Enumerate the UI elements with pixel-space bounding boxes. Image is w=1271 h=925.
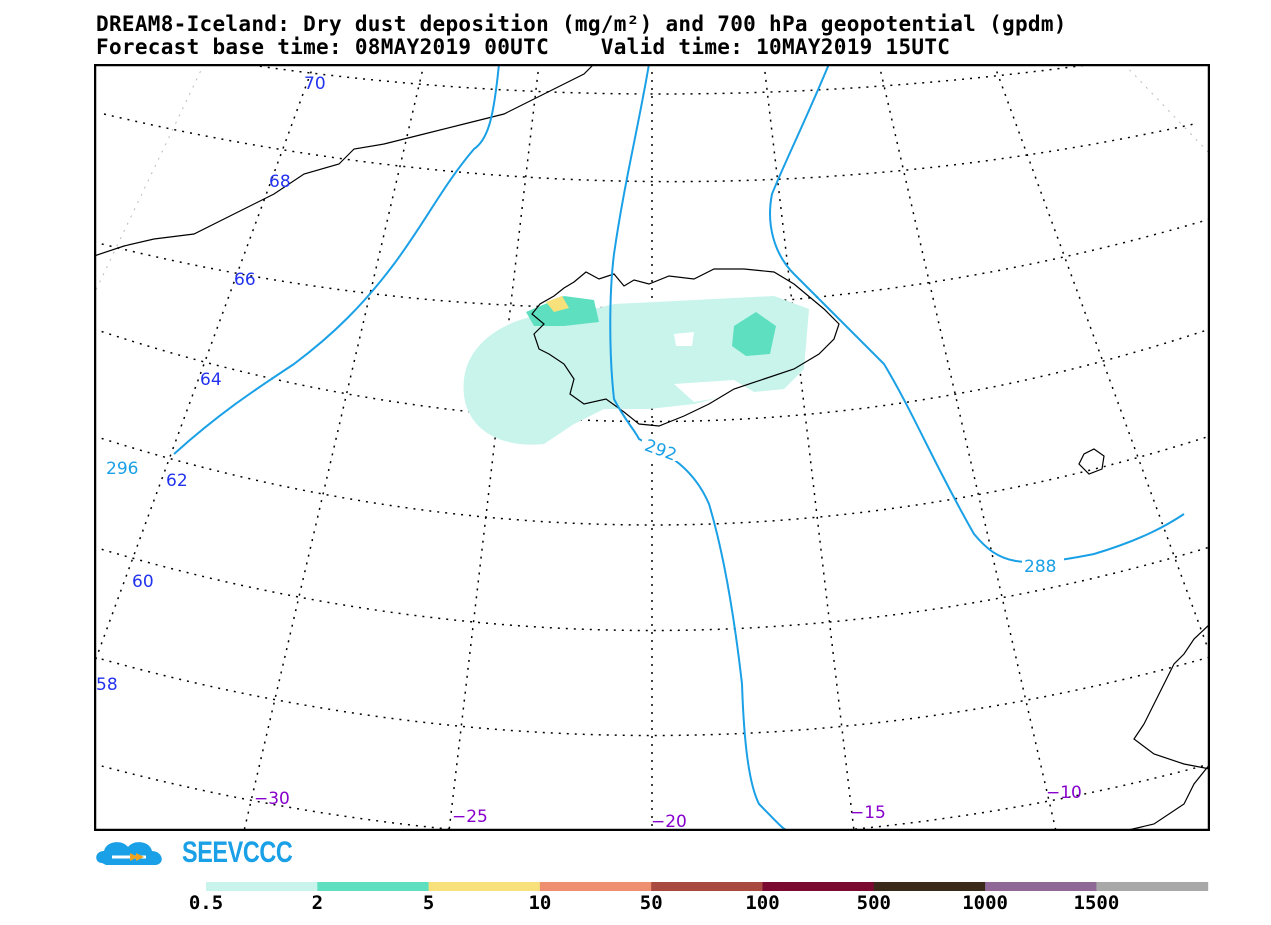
map-title: DREAM8-Iceland: Dry dust deposition (mg/…: [96, 12, 1067, 36]
coastlines: [94, 64, 1210, 831]
contour-labels: 292 288 296: [102, 436, 1064, 577]
contour-label-288: 288: [1024, 557, 1056, 577]
color-legend: 0.5 2 5 10 50 100 500 1000 1500: [189, 882, 1209, 914]
lon-label-10: −10: [1046, 783, 1082, 803]
lat-label-64: 64: [200, 370, 222, 390]
latitude-gridlines: [94, 64, 1210, 831]
legend-swatch-3: [539, 882, 652, 891]
legend-label-4: 50: [640, 892, 663, 914]
lat-label-70: 70: [304, 74, 326, 94]
seevccc-logo: [96, 842, 162, 865]
legend-label-7: 1000: [962, 892, 1008, 914]
contour-label-296: 296: [106, 459, 138, 479]
lon-label-15: −15: [850, 803, 886, 823]
longitude-labels: −30 −25 −20 −15 −10: [254, 783, 1082, 831]
latitude-labels: 70 68 66 64 62 60 58: [96, 74, 326, 695]
lat-label-60: 60: [132, 572, 154, 592]
legend-label-0: 0.5: [189, 892, 223, 914]
longitude-gridlines: [94, 64, 1210, 831]
map-panel: 292 288 296 70 68 66 64 62 60 58 −30 −25…: [94, 64, 1210, 831]
lon-label-25: −25: [452, 807, 488, 827]
lon-label-20: −20: [651, 812, 687, 831]
lat-label-68: 68: [269, 172, 291, 192]
legend-label-2: 5: [423, 892, 434, 914]
legend-swatch-7: [985, 882, 1097, 891]
legend-label-1: 2: [312, 892, 323, 914]
legend-swatch-8: [1096, 882, 1209, 891]
map-subtitle: Forecast base time: 08MAY2019 00UTC Vali…: [96, 35, 951, 59]
legend-label-3: 10: [528, 892, 551, 914]
lat-label-62: 62: [166, 471, 188, 491]
legend-swatch-0: [206, 882, 318, 891]
legend-swatch-5: [762, 882, 875, 891]
legend-label-6: 500: [857, 892, 891, 914]
dust-deposition-shading: [463, 296, 809, 445]
map-frame: [94, 64, 1210, 831]
logo-text: SEEVCCC: [182, 836, 293, 869]
lat-label-58: 58: [96, 675, 118, 695]
lat-label-66: 66: [234, 270, 256, 290]
legend-swatch-4: [651, 882, 763, 891]
legend-label-8: 1500: [1074, 892, 1120, 914]
legend-swatch-6: [873, 882, 986, 891]
legend-swatch-2: [428, 882, 541, 891]
lon-label-30: −30: [254, 789, 290, 809]
legend-swatch-1: [317, 882, 430, 891]
geopotential-contours: [173, 64, 1185, 831]
legend-label-5: 100: [745, 892, 779, 914]
